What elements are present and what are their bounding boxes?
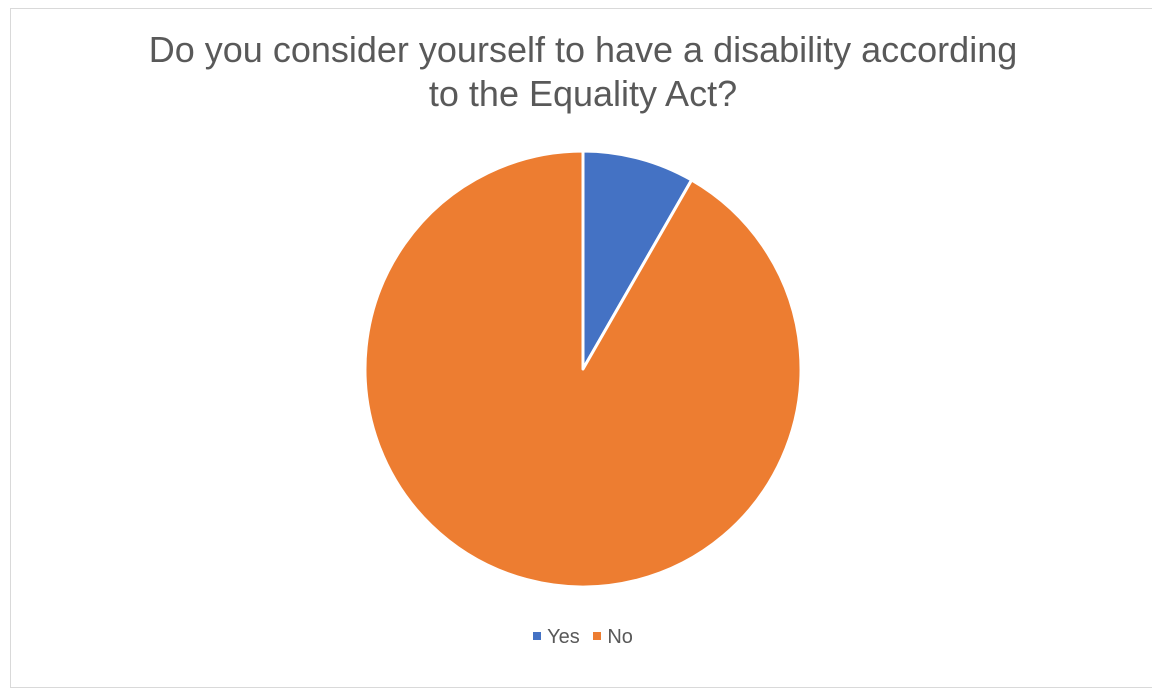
chart-title-line-1: Do you consider yourself to have a disab… [148,29,1018,70]
pie-slices [363,149,803,589]
chart-legend: Yes No [0,626,1152,649]
legend-label-yes: Yes [547,626,580,648]
chart-title: Do you consider yourself to have a disab… [0,28,1152,116]
legend-item-no: No [593,626,633,649]
pie-slice-yes [581,149,694,371]
legend-item-yes: Yes [533,626,580,649]
legend-label-no: No [607,626,633,648]
legend-swatch-no [593,631,602,640]
chart-title-line-2: to the Equality Act? [428,73,738,114]
pie-slice-no [363,149,803,589]
pie-chart [363,149,803,589]
legend-swatch-yes [533,631,542,640]
